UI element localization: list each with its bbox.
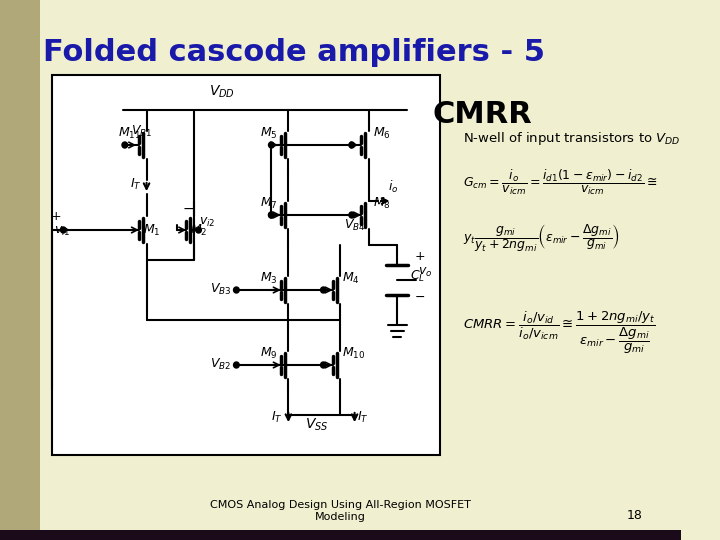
Circle shape [60, 227, 66, 233]
Text: $V_{DD}$: $V_{DD}$ [210, 84, 235, 100]
Circle shape [349, 212, 354, 218]
Text: $G_{cm} = \dfrac{i_o}{v_{icm}} = \dfrac{i_{d1}(1-\varepsilon_{mir})-i_{d2}}{v_{i: $G_{cm} = \dfrac{i_o}{v_{icm}} = \dfrac{… [464, 168, 657, 197]
Circle shape [320, 362, 326, 368]
Text: $M_3$: $M_3$ [260, 271, 278, 286]
Text: $-$: $-$ [182, 201, 194, 215]
Circle shape [233, 287, 239, 293]
Text: $I_T$: $I_T$ [357, 410, 369, 425]
Text: $M_4$: $M_4$ [342, 271, 360, 286]
Text: $V_{SS}$: $V_{SS}$ [305, 417, 328, 434]
Circle shape [349, 142, 354, 148]
Circle shape [269, 142, 274, 148]
Circle shape [233, 362, 239, 368]
Text: $M_5$: $M_5$ [260, 126, 278, 141]
Text: $V_{B3}$: $V_{B3}$ [210, 282, 231, 297]
Text: $V_{B4}$: $V_{B4}$ [344, 218, 366, 233]
Text: $M_2$: $M_2$ [190, 223, 207, 238]
Circle shape [320, 287, 326, 293]
Text: $M_9$: $M_9$ [260, 346, 278, 361]
Text: $I_T$: $I_T$ [271, 410, 283, 425]
Text: $I_T$: $I_T$ [130, 177, 141, 192]
Text: $M_6$: $M_6$ [374, 126, 391, 141]
Bar [0, 0, 40, 540]
Text: $M_1$: $M_1$ [143, 223, 161, 238]
Text: $v_{i2}$: $v_{i2}$ [199, 216, 215, 229]
Bar [0, 530, 681, 540]
Text: $-$: $-$ [414, 290, 426, 303]
Circle shape [122, 142, 127, 148]
Text: Folded cascode amplifiers - 5: Folded cascode amplifiers - 5 [42, 38, 544, 67]
Circle shape [196, 227, 202, 233]
Text: $y_t \dfrac{g_{mi}}{y_t + 2ng_{mi}}\left(\varepsilon_{mir} - \dfrac{\Delta g_{mi: $y_t \dfrac{g_{mi}}{y_t + 2ng_{mi}}\left… [464, 222, 620, 254]
Text: N-well of input transistors to $V_{DD}$: N-well of input transistors to $V_{DD}$ [464, 130, 681, 147]
Text: $M_{11}$: $M_{11}$ [118, 126, 141, 141]
Bar [52, 75, 440, 455]
Text: CMRR: CMRR [432, 100, 532, 129]
Text: $M_7$: $M_7$ [260, 196, 278, 211]
Circle shape [269, 212, 274, 218]
Text: CMOS Analog Design Using All-Region MOSFET
Modeling: CMOS Analog Design Using All-Region MOSF… [210, 501, 471, 522]
Text: $v_{i1}$: $v_{i1}$ [54, 225, 71, 238]
Text: $+$: $+$ [50, 210, 61, 223]
Text: $i_o$: $i_o$ [387, 179, 398, 195]
Text: 18: 18 [627, 509, 643, 522]
Text: $CMRR = \dfrac{i_o/v_{id}}{i_o/v_{icm}} \cong \dfrac{1 + 2ng_{mi}/y_t}{\varepsil: $CMRR = \dfrac{i_o/v_{id}}{i_o/v_{icm}} … [464, 310, 656, 356]
Text: $V_{B2}$: $V_{B2}$ [210, 357, 231, 372]
Text: $+$: $+$ [414, 250, 426, 263]
Text: $v_o$: $v_o$ [418, 266, 432, 279]
Circle shape [269, 212, 274, 218]
Text: $M_8$: $M_8$ [374, 196, 391, 211]
Text: $V_{B1}$: $V_{B1}$ [132, 124, 153, 139]
Text: $M_{10}$: $M_{10}$ [342, 346, 366, 361]
Text: $C_L$: $C_L$ [410, 269, 426, 284]
